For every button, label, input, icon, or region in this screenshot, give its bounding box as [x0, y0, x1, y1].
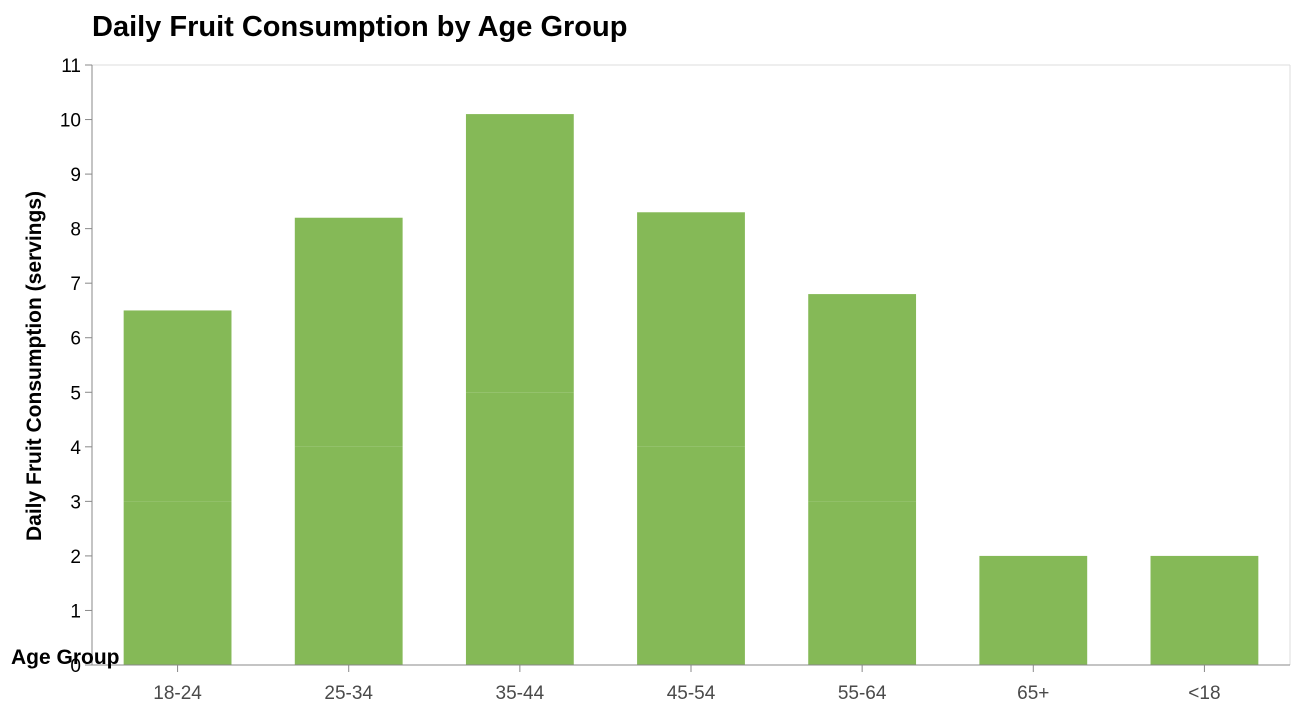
bar-35-44-segment-1	[465, 392, 574, 665]
x-tick-label: <18	[1188, 683, 1220, 704]
bar-55-64-segment-2	[808, 294, 917, 502]
x-tick-label: 35-44	[496, 683, 545, 704]
bar-45-54-segment-2	[637, 212, 745, 447]
y-tick-label: 7	[70, 274, 81, 295]
y-tick-label: 11	[61, 56, 81, 77]
x-axis-title: Age Group	[11, 646, 120, 669]
y-tick-label: 9	[70, 165, 81, 186]
x-tick-label: 55-64	[838, 683, 887, 704]
x-tick-label: 18-24	[153, 683, 202, 704]
bar-25-34-segment-2	[294, 217, 403, 447]
bar-55-64-segment-1	[808, 501, 917, 665]
y-tick-label: 0	[70, 656, 81, 677]
x-tick-label: 45-54	[667, 683, 716, 704]
bar-65+-segment-1	[979, 555, 1088, 665]
bar-25-34-segment-1	[294, 446, 403, 665]
x-tick-label: 65+	[1017, 683, 1049, 704]
bar-45-54-segment-1	[637, 446, 745, 665]
x-tick-label: 25-34	[324, 683, 373, 704]
y-tick-label: 3	[70, 492, 81, 513]
y-tick-label: 1	[70, 601, 81, 622]
chart-title: Daily Fruit Consumption by Age Group	[92, 11, 627, 43]
y-tick-label: 8	[70, 220, 81, 241]
plot-frame	[92, 64, 1291, 665]
bar-35-44-segment-2	[465, 114, 574, 393]
bars-group	[123, 114, 1259, 665]
y-tick-label: 10	[60, 111, 81, 132]
y-tick-label: 2	[70, 547, 81, 568]
y-axis-title: Daily Fruit Consumption (servings)	[23, 191, 46, 541]
y-tick-label: 4	[70, 438, 81, 459]
x-axis: 18-24 25-34 35-44 45-54 55-64 65+ <18	[92, 664, 1290, 704]
bar-18-24-segment-2	[123, 310, 232, 502]
y-tick-label: 6	[70, 329, 81, 350]
bar-18-24-segment-1	[123, 501, 232, 665]
y-tick-label: 5	[70, 383, 81, 404]
bar-<18-segment-1	[1150, 555, 1259, 665]
y-axis: 0 1 2 3 4 5 6 7 8 9 10 11	[60, 56, 93, 677]
